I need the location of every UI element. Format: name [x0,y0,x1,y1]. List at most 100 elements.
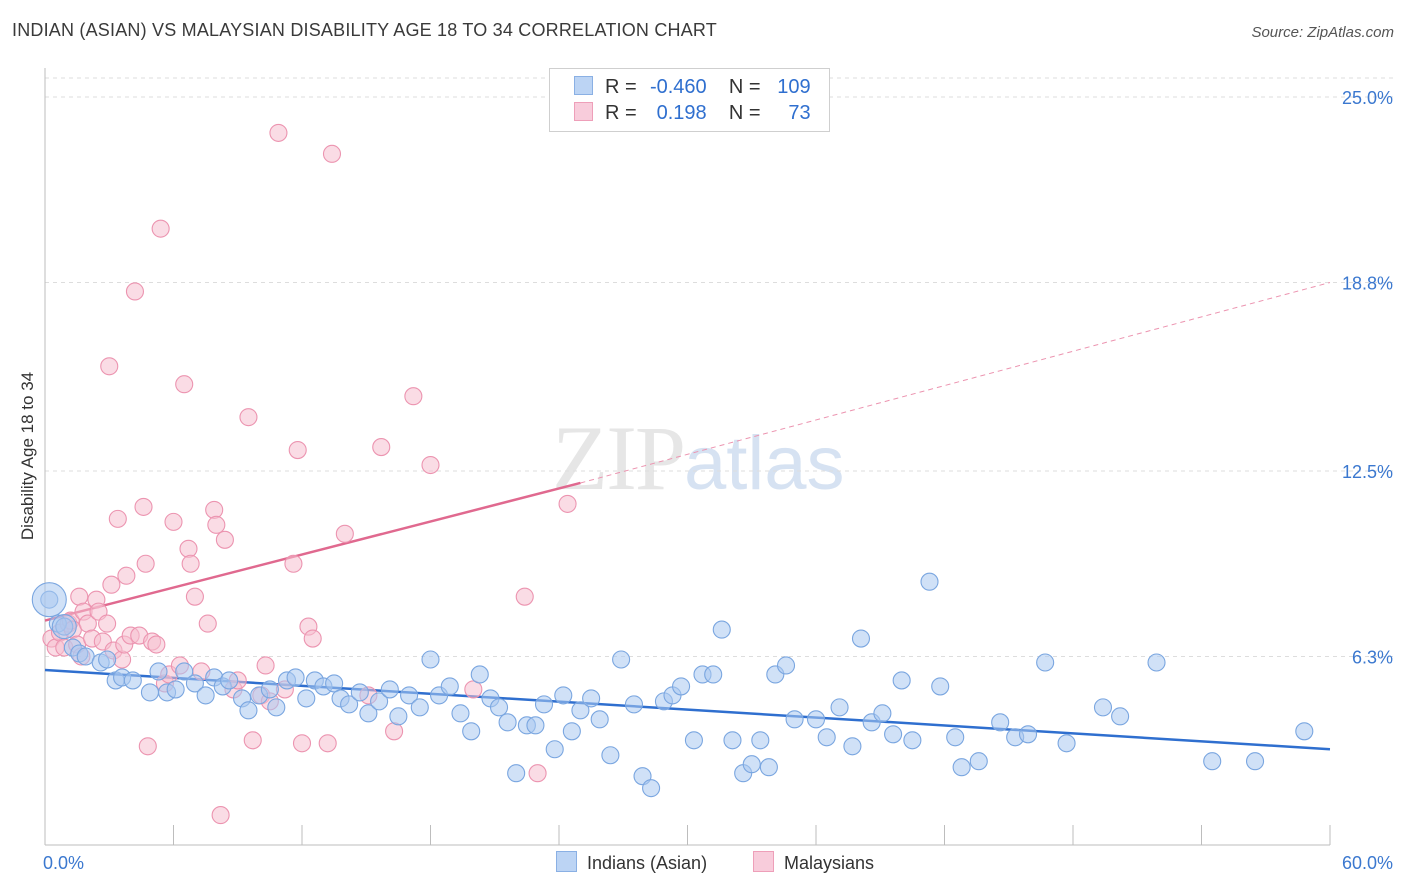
indian-point [931,677,950,696]
indian-point [440,677,459,696]
malaysian-point [558,494,577,513]
indian-point [185,674,204,693]
malaysian-point [207,515,226,534]
malaysian-point [284,554,303,573]
indian-point [554,686,573,705]
malaysian-point [318,734,337,753]
indian-point [723,731,742,750]
legend-n-label: N = [728,76,761,98]
malaysian-trend-line [44,481,581,622]
indian-point [903,731,922,750]
malaysian-point [138,737,157,756]
malaysian-point [70,587,89,606]
indian-point [991,713,1010,732]
malaysian-point [372,438,391,457]
bottom-legend-label: Malaysians [784,853,875,873]
indian-point [952,758,971,777]
y-axis-label: Disability Age 18 to 34 [18,372,37,540]
indian-point [462,722,481,741]
indian-point [260,680,279,699]
indian-point [712,620,731,639]
indian-point [380,680,399,699]
malaysian-point [117,566,136,585]
source-label: Source: ZipAtlas.com [1251,24,1394,41]
indian-point [612,650,631,669]
indian-point [776,656,796,675]
legend-n-value: 109 [777,76,811,98]
indian-point [920,572,939,591]
indian-point [340,695,359,714]
malaysian-point [322,144,342,163]
indian-point [1018,725,1038,744]
malaysian-point [335,524,354,543]
malaysian-point [303,629,322,648]
indian-point [534,695,554,714]
malaysian-point [288,441,307,460]
indian-point [582,689,601,708]
indian-point [571,701,590,720]
indian-point [325,674,344,693]
malaysian-point [385,722,404,741]
malaysian-point [179,539,198,558]
indian-point [830,698,849,717]
indian-point [526,716,545,735]
indian-point [451,704,470,723]
indian-point [98,650,117,669]
malaysian-point [100,357,119,376]
y-tick-label: 25.0% [1342,88,1393,108]
indian-point [672,677,691,696]
malaysian-point [136,554,155,573]
indian-point [421,650,440,669]
indian-point [545,740,564,759]
indian-point [498,713,517,732]
malaysian-point [464,680,483,699]
malaysian-point [256,656,275,675]
indian-point [1295,722,1314,741]
correlation-legend: R = -0.460 N = 109 R = 0.198 N = 73 [549,68,830,132]
malaysian-point [239,408,258,427]
indian-point [220,671,239,690]
indian-point [590,710,609,729]
indian-point-large [51,614,77,640]
indian-point [684,731,703,750]
y-tick-label: 18.8% [1342,274,1393,294]
malaysian-point [98,614,117,633]
legend-r-label: R = [605,102,637,124]
malaysian-point [108,509,127,528]
indian-point [817,728,836,747]
malaysian-point [151,219,170,238]
malaysian-point [292,734,312,753]
malaysian-point [134,497,153,516]
x-tick-label-min: 0.0% [43,853,84,873]
chart-title: INDIAN (ASIAN) VS MALAYSIAN DISABILITY A… [12,20,717,40]
indian-point [175,662,194,681]
indian-point [267,698,286,717]
indian-point [892,671,911,690]
bottom-legend-swatch-blue [556,851,577,872]
indian-point [1057,734,1076,753]
malaysian-point [198,614,217,633]
indian-point [370,692,389,711]
indian-point [704,665,723,684]
indian-point [239,701,258,720]
indian-point [389,707,408,726]
legend-swatch-blue [574,76,593,95]
watermark-zip: ZIP [552,407,686,509]
indian-point [759,758,778,777]
indian-point [806,710,826,729]
bottom-legend-swatch-pink [753,851,774,872]
indian-point [946,728,965,747]
indian-point [359,704,378,723]
indian-point [1203,752,1222,771]
malaysian-point [528,764,547,783]
legend-n-value: 73 [788,102,811,124]
indian-point [166,680,185,699]
malaysian-point [102,575,121,594]
indian-point [507,764,526,783]
malaysian-point [269,123,288,142]
y-tick-label: 6.3% [1352,648,1393,668]
indian-point [642,779,661,798]
legend-swatch-pink [574,102,593,121]
indian-point [851,629,871,648]
